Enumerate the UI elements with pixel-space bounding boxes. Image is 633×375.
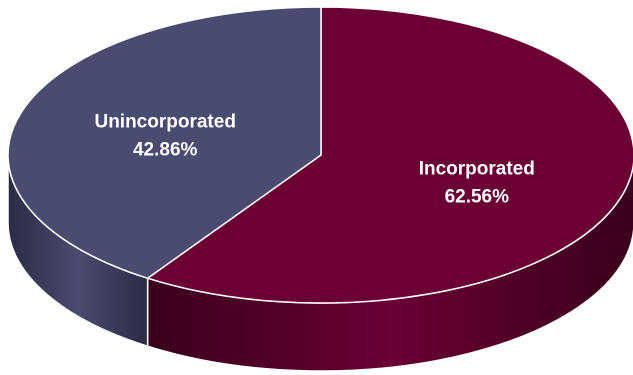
slice-value-unincorporated: 42.86%	[133, 139, 198, 160]
pie-slice-unincorporated	[7, 6, 322, 279]
slice-name-unincorporated: Unincorporated	[94, 111, 235, 132]
slice-label-incorporated: Incorporated 62.56%	[419, 159, 535, 208]
pie-label-layer: Incorporated 62.56% Unincorporated 42.86%	[94, 111, 534, 207]
pie-top-layer	[7, 6, 633, 304]
slice-label-unincorporated: Unincorporated 42.86%	[94, 111, 235, 160]
slice-value-incorporated: 62.56%	[445, 187, 510, 208]
pie-slice-incorporated	[146, 6, 633, 304]
slice-name-incorporated: Incorporated	[419, 159, 535, 180]
